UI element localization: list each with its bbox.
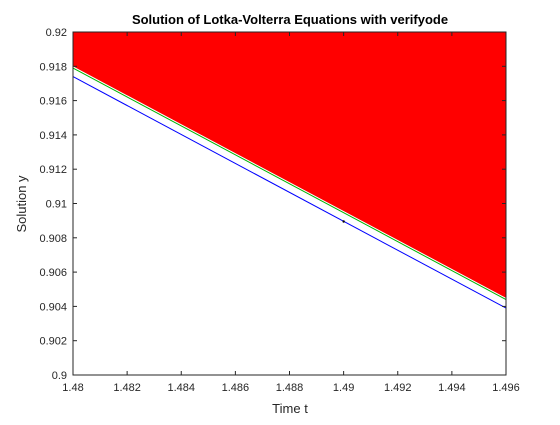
- y-tick-label: 0.904: [39, 301, 67, 313]
- axes: 1.48 1.482 1.484 1.486 1.488 1.49 1.492 1.494 1.…: [39, 27, 519, 394]
- y-tick-label: 0.91: [46, 199, 67, 211]
- x-axis-label: Time t: [272, 401, 308, 416]
- data-point-0: [342, 220, 345, 223]
- x-tick-label: 1.48: [62, 382, 83, 394]
- x-tick-label: 1.486: [222, 382, 250, 394]
- y-tick-label: 0.908: [39, 233, 67, 245]
- x-tick-label: 1.482: [113, 382, 141, 394]
- x-tick-label: 1.492: [384, 382, 412, 394]
- x-tick-label: 1.488: [276, 382, 304, 394]
- y-axis-label: Solution y: [14, 175, 29, 233]
- y-tick-label: 0.902: [39, 336, 67, 348]
- y-tick-label: 0.912: [39, 164, 67, 176]
- x-tick-label: 1.484: [167, 382, 195, 394]
- y-tick-label: 0.9: [52, 370, 67, 382]
- series-0-area: [73, 32, 506, 298]
- chart-title: Solution of Lotka-Volterra Equations wit…: [132, 12, 448, 27]
- y-tick-label: 0.916: [39, 96, 67, 108]
- series-2-line: [72, 76, 507, 309]
- y-tick-label: 0.906: [39, 267, 67, 279]
- x-tick-label: 1.49: [333, 382, 354, 394]
- x-tick-label: 1.494: [438, 382, 466, 394]
- y-tick-label: 0.918: [39, 61, 67, 73]
- y-tick-label: 0.914: [39, 130, 67, 142]
- plot-area: [72, 32, 507, 309]
- x-tick-label: 1.496: [492, 382, 520, 394]
- y-tick-label: 0.92: [46, 27, 67, 39]
- series-1-line: [72, 67, 507, 300]
